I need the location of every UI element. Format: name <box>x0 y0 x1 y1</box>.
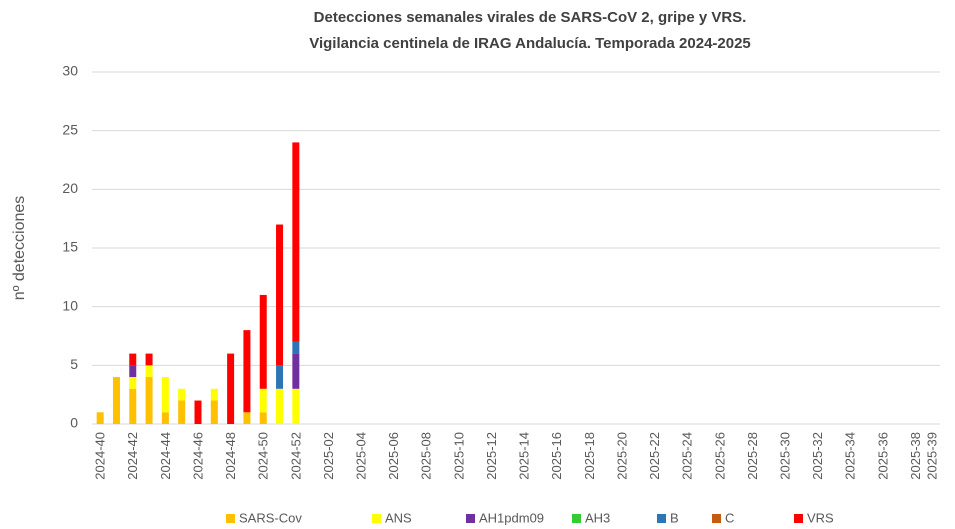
legend-label: SARS-Cov <box>239 510 302 525</box>
legend-label: AH1pdm09 <box>479 510 544 525</box>
legend-swatch <box>794 514 803 523</box>
y-tick-label: 15 <box>62 239 78 255</box>
bar-segment <box>259 412 267 424</box>
y-tick-label: 30 <box>62 63 78 79</box>
bar-segment <box>129 353 137 366</box>
bar-segment <box>276 224 284 366</box>
x-tick-label: 2025-38 <box>908 432 923 480</box>
bar-segment <box>145 353 153 366</box>
legend-swatch <box>712 514 721 523</box>
x-tick-label: 2025-02 <box>321 432 336 480</box>
y-tick-label: 25 <box>62 121 78 137</box>
chart-subtitle: Vigilancia centinela de IRAG Andalucía. … <box>309 35 751 52</box>
x-tick-label: 2024-40 <box>93 432 108 480</box>
bar-segment <box>292 142 300 342</box>
x-tick-label: 2025-18 <box>582 432 597 480</box>
bar-segment <box>276 388 284 424</box>
x-tick-label: 2024-44 <box>158 432 173 480</box>
x-tick-label: 2024-46 <box>190 432 205 480</box>
legend-label: B <box>670 510 679 525</box>
legend-label: AH3 <box>585 510 610 525</box>
x-tick-label: 2024-50 <box>256 432 271 480</box>
x-tick-label: 2025-14 <box>517 432 532 480</box>
legend-label: C <box>725 510 734 525</box>
bar-segment <box>292 341 300 354</box>
bar-segment <box>112 377 120 424</box>
chart-title: Detecciones semanales virales de SARS-Co… <box>314 9 747 26</box>
legend-swatch <box>572 514 581 523</box>
bar-segment <box>227 353 235 424</box>
bar-segment <box>259 294 267 389</box>
bar-segment <box>178 388 186 401</box>
bar-segment <box>243 412 251 424</box>
bar-segment <box>243 330 251 413</box>
bar-segment <box>276 365 284 389</box>
y-tick-label: 20 <box>62 180 78 196</box>
x-tick-label: 2024-48 <box>223 432 238 480</box>
bar-segment <box>210 388 218 401</box>
legend-swatch <box>372 514 381 523</box>
bar-segment <box>96 412 104 424</box>
x-tick-label: 2024-52 <box>288 432 303 480</box>
legend-label: ANS <box>385 510 412 525</box>
x-tick-label: 2025-12 <box>484 432 499 480</box>
legend-swatch <box>466 514 475 523</box>
bar-segment <box>129 377 137 389</box>
bar-segment <box>259 388 267 413</box>
x-tick-label: 2025-06 <box>386 432 401 480</box>
bar-segment <box>145 377 153 424</box>
y-tick-label: 10 <box>62 297 78 313</box>
bar-segment <box>178 400 186 424</box>
y-axis-label: nº detecciones <box>11 196 28 301</box>
bar-segment <box>292 388 300 424</box>
legend-swatch <box>657 514 666 523</box>
x-tick-label: 2025-36 <box>875 432 890 480</box>
bar-segment <box>129 388 137 424</box>
x-tick-label: 2025-28 <box>745 432 760 480</box>
x-tick-label: 2025-30 <box>778 432 793 480</box>
x-tick-label: 2025-34 <box>843 432 858 480</box>
x-tick-label: 2024-42 <box>125 432 140 480</box>
x-tick-label: 2025-32 <box>810 432 825 480</box>
x-tick-label: 2025-24 <box>680 432 695 480</box>
bar-segment <box>161 377 169 413</box>
bar-segment <box>161 412 169 424</box>
x-tick-label: 2025-20 <box>614 432 629 480</box>
bar-segment <box>210 400 218 424</box>
bar-segment <box>194 400 202 424</box>
x-tick-label: 2025-39 <box>924 432 939 480</box>
x-tick-label: 2025-08 <box>419 432 434 480</box>
bar-segment <box>292 353 300 389</box>
x-tick-label: 2025-04 <box>354 432 369 480</box>
bar-segment <box>129 365 137 378</box>
legend-label: VRS <box>807 510 834 525</box>
y-tick-label: 5 <box>70 356 78 372</box>
x-tick-label: 2025-26 <box>712 432 727 480</box>
legend-swatch <box>226 514 235 523</box>
x-tick-label: 2025-10 <box>451 432 466 480</box>
x-tick-label: 2025-22 <box>647 432 662 480</box>
bar-segment <box>145 365 153 378</box>
y-tick-label: 0 <box>70 415 78 431</box>
x-tick-label: 2025-16 <box>549 432 564 480</box>
